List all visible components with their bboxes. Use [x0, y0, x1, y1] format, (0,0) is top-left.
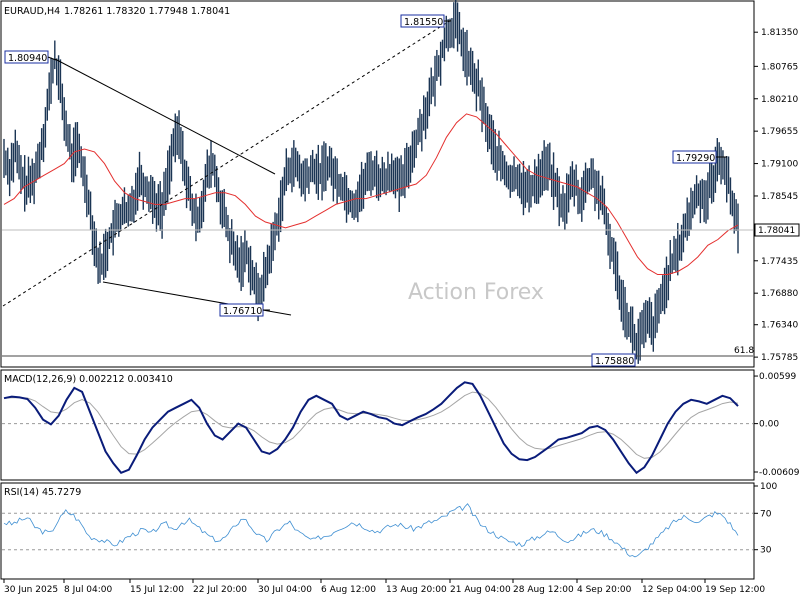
x-tick-label: 30 Jun 2025	[4, 585, 58, 595]
x-tick-label: 8 Jul 04:00	[64, 585, 113, 595]
annotation-label: 1.75880	[595, 356, 634, 367]
annotation-label: 1.81550	[404, 17, 443, 28]
price-y-tick-label: 1.80765	[761, 62, 798, 72]
price-annotation: 1.76710	[219, 303, 264, 317]
macd-y-tick-label: 0.00	[759, 420, 779, 430]
x-tick-label: 6 Aug 12:00	[321, 585, 376, 595]
price-y-tick-label: 1.81350	[761, 28, 798, 38]
rsi-y-tick-label: 100	[760, 482, 777, 492]
x-tick-label: 4 Sep 20:00	[577, 585, 632, 595]
price-symbol-header: EURAUD,H4	[4, 6, 60, 17]
dashed-rising-trendline	[2, 19, 452, 307]
annotation-label: 1.79290	[676, 153, 715, 164]
rsi-y-tick-label: 30	[760, 546, 772, 556]
x-tick-label: 12 Sep 04:00	[642, 585, 702, 595]
price-y-tick-label: 1.75785	[761, 353, 798, 363]
x-tick-label: 30 Jul 04:00	[258, 585, 312, 595]
rsi-line	[3, 503, 739, 558]
current-price-tag	[754, 223, 800, 237]
price-y-tick-label: 1.77435	[761, 257, 798, 267]
macd-title: MACD(12,26,9) 0.002212 0.003410	[4, 374, 173, 385]
rsi-title: RSI(14) 45.7279	[4, 487, 81, 498]
price-annotation: 1.80940	[4, 50, 49, 64]
price-annotation: 1.79290	[672, 150, 717, 164]
x-tick-label: 21 Aug 04:00	[450, 585, 511, 595]
price-annotation: 1.75880	[591, 353, 636, 367]
price-y-tick-label: 1.79655	[761, 127, 798, 137]
price-y-tick-label: 1.80210	[761, 95, 798, 105]
macd-line	[3, 381, 739, 475]
current-price-tag-label: 1.78041	[758, 226, 795, 236]
macd-y-tick-label: -0.006095	[759, 468, 800, 478]
annotation-box	[591, 353, 636, 367]
x-tick-label: 22 Jul 20:00	[193, 585, 247, 595]
fib-61-8-label: 61.8	[734, 346, 754, 356]
price-panel	[0, 0, 755, 368]
annotation-connector	[47, 56, 57, 61]
x-tick-label: 19 Sep 12:00	[705, 585, 765, 595]
price-y-tick-label: 1.76880	[761, 289, 798, 299]
ohlc-values: 1.78261 1.78320 1.77948 1.78041	[64, 6, 230, 17]
price-annotation: 1.81550	[400, 14, 445, 28]
macd-y-tick-label: 0.00599	[759, 372, 796, 382]
x-tick-label: 13 Aug 20:00	[386, 585, 447, 595]
annotation-label: 1.76710	[223, 306, 262, 317]
rsi-y-tick-label: 70	[760, 509, 772, 519]
annotation-label: 1.80940	[8, 53, 47, 64]
price-y-tick-label: 1.79100	[761, 160, 798, 170]
watermark-text: Action Forex	[408, 280, 544, 305]
x-tick-label: 28 Aug 12:00	[513, 585, 574, 595]
moving-average-line	[3, 113, 739, 275]
price-y-tick-label: 1.76340	[761, 321, 798, 331]
upper-wedge-trendline	[54, 58, 276, 175]
x-tick-label: 15 Jul 12:00	[130, 585, 184, 595]
price-y-tick-label: 1.78545	[761, 192, 798, 202]
